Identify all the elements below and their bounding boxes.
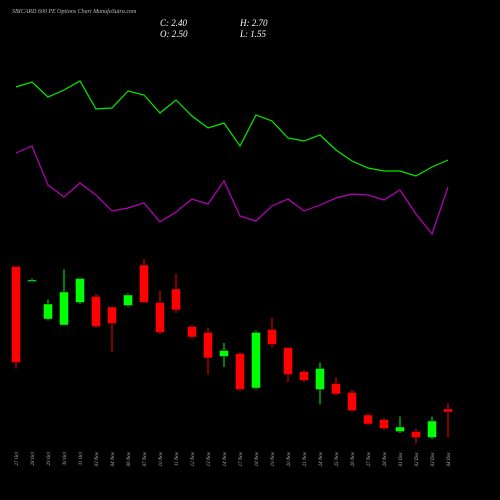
x-tick-label: 20 Nov — [287, 451, 292, 466]
indicator-line — [15, 145, 449, 236]
candle-body — [427, 420, 437, 438]
x-tick-label: 17 Nov — [239, 451, 244, 466]
candle-body — [171, 288, 181, 311]
candle-body — [27, 279, 37, 282]
high-label: H: 2.70 — [239, 18, 268, 28]
candle-body — [251, 332, 261, 389]
x-tick-label: 19 Nov — [271, 451, 276, 466]
x-tick-label: 06 Nov — [127, 451, 132, 466]
x-tick-label: 04 Dec — [447, 451, 452, 466]
candle-body — [267, 329, 277, 345]
x-tick-label: 13 Nov — [207, 451, 212, 466]
candle-body — [203, 332, 213, 359]
candle-body — [59, 291, 69, 326]
candle-body — [315, 368, 325, 390]
x-tick-label: 11 Nov — [175, 451, 180, 466]
x-tick-label: 28 Oct — [31, 451, 36, 465]
candle-body — [187, 326, 197, 338]
candle-body — [123, 294, 133, 306]
candle-body — [91, 296, 101, 327]
x-tick-label: 18 Nov — [255, 451, 260, 466]
candle-body — [235, 353, 245, 390]
candle-body — [443, 408, 453, 413]
candle-body — [43, 303, 53, 320]
open-label: O: 2.50 — [160, 29, 188, 39]
candle-body — [75, 278, 85, 303]
x-tick-label: 01 Dec — [399, 451, 404, 466]
candle-body — [363, 414, 373, 425]
x-tick-label: 28 Nov — [383, 451, 388, 466]
indicator-line — [15, 80, 449, 177]
low-label: L: 1.55 — [239, 29, 267, 39]
x-tick-label: 10 Nov — [159, 451, 164, 466]
candle-body — [347, 392, 357, 411]
candle-body — [411, 431, 421, 438]
x-tick-label: 25 Nov — [335, 451, 340, 466]
x-tick-label: 12 Nov — [191, 451, 196, 466]
close-label: C: 2.40 — [160, 18, 188, 28]
x-tick-label: 03 Dec — [431, 451, 436, 466]
candle-body — [331, 383, 341, 395]
x-tick-label: 14 Nov — [223, 451, 228, 466]
x-tick-label: 02 Dec — [415, 451, 420, 466]
x-tick-label: 21 Nov — [303, 451, 308, 466]
x-tick-label: 30 Oct — [63, 451, 68, 465]
x-tick-label: 27 Oct — [15, 451, 20, 465]
x-tick-label: 04 Nov — [111, 451, 116, 466]
x-tick-label: 27 Nov — [367, 451, 372, 466]
candle-body — [139, 264, 149, 303]
candle-body — [11, 266, 21, 363]
candle-body — [395, 426, 405, 432]
chart-title: SBICARD 600 PE Options Chart MunafaSutra… — [12, 8, 137, 15]
candle-body — [283, 347, 293, 375]
candle-body — [379, 419, 389, 429]
candle-body — [107, 306, 117, 324]
candle-body — [219, 350, 229, 357]
x-tick-label: 26 Nov — [351, 451, 356, 466]
x-tick-label: 31 Oct — [79, 451, 84, 465]
x-tick-label: 24 Nov — [319, 451, 324, 466]
candle-body — [155, 302, 165, 333]
x-tick-label: 29 Oct — [47, 451, 52, 465]
x-tick-label: 03 Nov — [95, 451, 100, 466]
x-tick-label: 07 Nov — [143, 451, 148, 466]
candle-body — [299, 371, 309, 381]
